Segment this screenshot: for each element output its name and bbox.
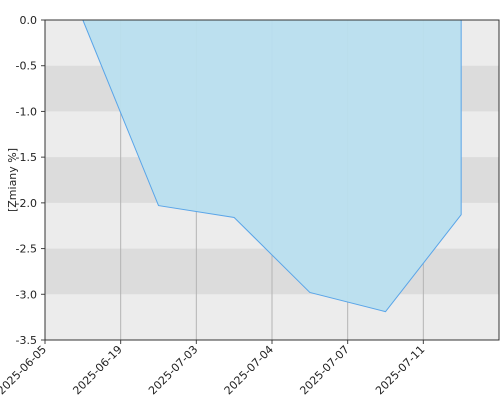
y-tick-label: 0.0 [20,14,38,27]
plot-border [44,19,500,341]
area [82,20,462,312]
y-tick-label: -3.0 [16,288,37,301]
x-tick-label: 2025-07-04 [222,343,276,397]
y-tick-label: -0.5 [16,60,37,73]
x-tick-label: 2025-07-03 [146,343,200,397]
y-tick-label: -1.5 [16,151,37,164]
y-axis-label: [Zmiany %] [6,148,19,212]
y-tick-label: -2.5 [16,243,37,256]
y-tick-label: -3.5 [16,334,37,347]
x-tick-label: 2025-06-19 [70,343,124,397]
x-tick-label: 2025-07-07 [297,343,351,397]
x-tick-label: 2025-06-05 [0,343,49,397]
y-tick-label: -1.0 [16,105,37,118]
line [82,19,462,313]
x-tick-label: 2025-07-11 [373,343,427,397]
y-tick-label: -2.0 [16,197,37,210]
